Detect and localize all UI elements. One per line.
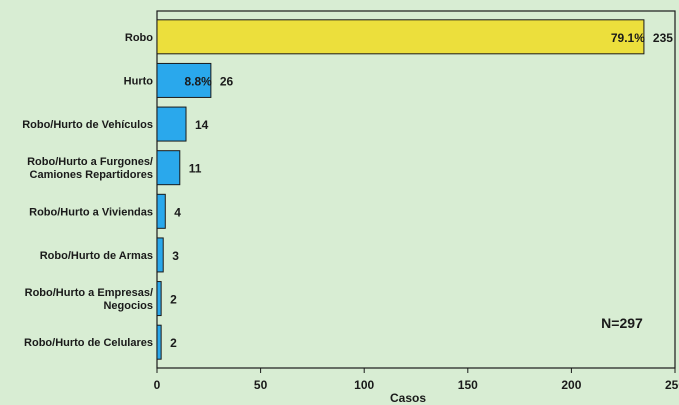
category-label: Negocios (103, 300, 153, 312)
data-label: 3 (172, 249, 179, 263)
category-label: Robo/Hurto a Furgones/ (27, 156, 153, 168)
category-label: Robo/Hurto a Empresas/ (25, 287, 153, 299)
data-label: 2 (170, 293, 177, 307)
labels-layer: Robo 235 79.1% Hurto 26 8.8% Robo/Hurto de Veh… (22, 31, 673, 350)
category-label: Hurto (124, 75, 154, 87)
category-label: Camiones Repartidores (30, 169, 153, 181)
bars-layer (156, 19, 645, 360)
data-label: 14 (195, 118, 209, 132)
x-tick-label: 0 (154, 378, 161, 392)
x-tick-label: 250 (665, 378, 679, 392)
bar (156, 281, 162, 317)
bar (156, 106, 187, 142)
category-label: Robo (125, 32, 153, 44)
x-tick-label: 150 (458, 378, 478, 392)
category-label: Robo/Hurto de Vehículos (22, 119, 153, 131)
data-label: 2 (170, 336, 177, 350)
bar (156, 19, 645, 55)
sample-size-annotation: N=297 (601, 315, 643, 331)
bar (156, 193, 166, 229)
data-label: 235 (653, 31, 673, 45)
data-label: 4 (174, 205, 181, 219)
plot-area-frame (156, 10, 676, 369)
bar (156, 150, 181, 186)
percent-label: 79.1% (611, 31, 645, 45)
category-label: Robo/Hurto de Celulares (24, 337, 153, 349)
x-tick-label: 50 (254, 378, 268, 392)
data-label: 26 (220, 74, 234, 88)
category-label: Robo/Hurto de Armas (40, 250, 153, 262)
x-axis: 0 50 100 150 200 250 (154, 368, 679, 392)
data-label: 11 (189, 162, 202, 176)
percent-label: 8.8% (185, 74, 213, 88)
x-tick-label: 200 (561, 378, 581, 392)
bar (156, 62, 212, 98)
bar (156, 237, 164, 273)
x-axis-title: Casos (390, 391, 426, 405)
bar (156, 324, 162, 360)
x-tick-label: 100 (354, 378, 374, 392)
category-label: Robo/Hurto a Viviendas (29, 206, 153, 218)
